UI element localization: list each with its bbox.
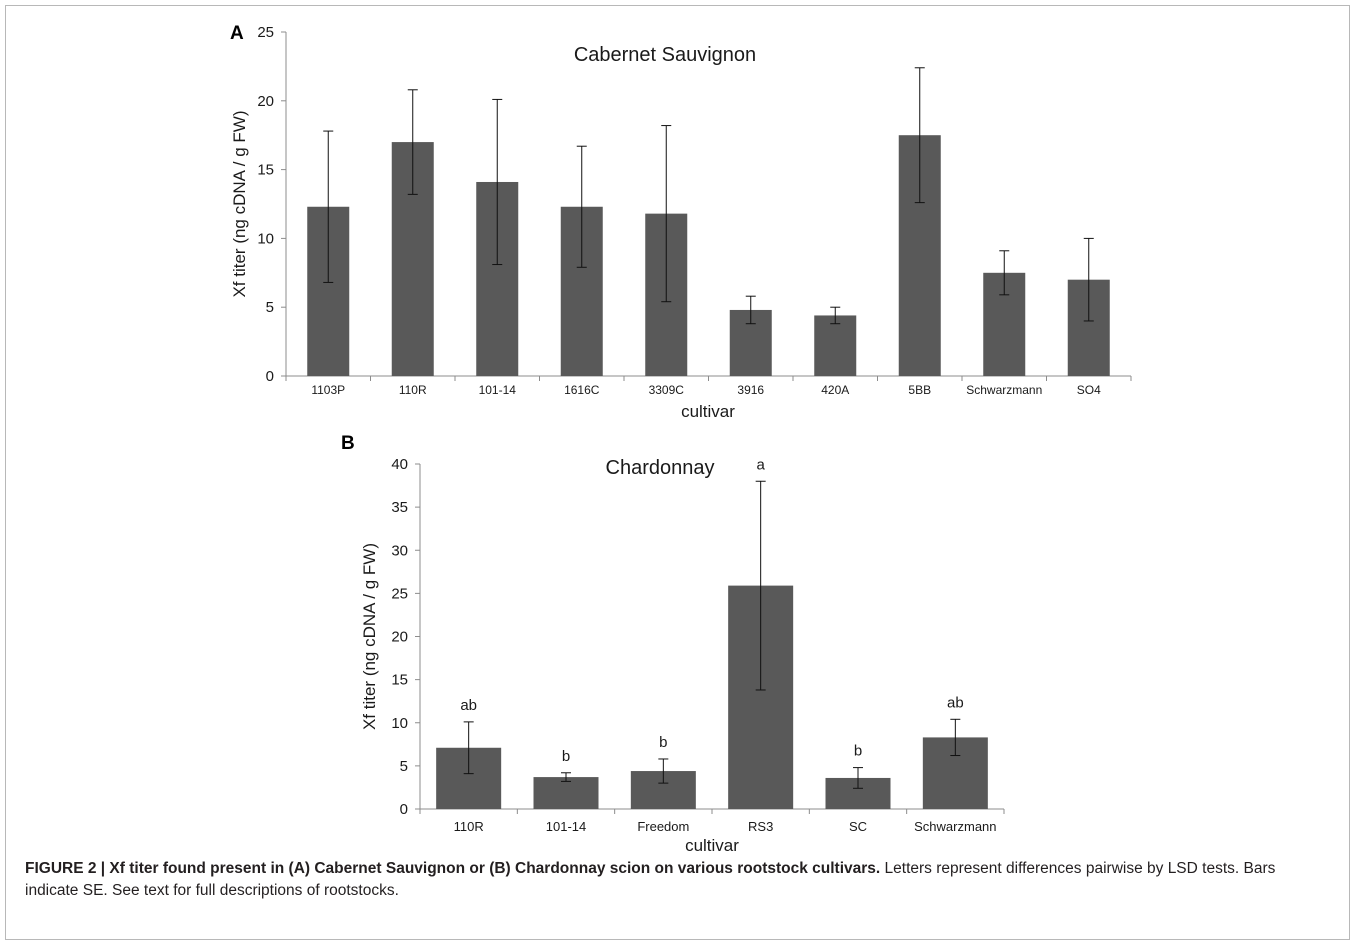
chart-b-y-tick-label: 25 (391, 585, 408, 602)
chart-a-y-tick-label: 20 (257, 93, 274, 110)
chart-b-x-axis-title: cultivar (685, 836, 739, 855)
chart-b-x-tick-label: Freedom (637, 819, 689, 834)
chart-b-y-tick-label: 30 (391, 542, 408, 559)
chart-a-y-tick-label: 10 (257, 230, 274, 247)
chart-b-y-axis-title: Xf titer (ng cDNA / g FW) (360, 543, 379, 730)
chart-a-title: Cabernet Sauvignon (574, 44, 756, 66)
chart-b-significance-letter: ab (947, 694, 964, 711)
chart-a-x-tick-label: 420A (821, 383, 849, 397)
chart-a-x-tick-label: 5BB (908, 383, 931, 397)
chart-b-significance-letter: b (659, 734, 667, 751)
chart-a-y-tick-label: 25 (257, 24, 274, 41)
chart-b-y-tick-label: 35 (391, 499, 408, 516)
caption-text: Letters represent differences pairwise b… (25, 860, 1276, 899)
chart-b-significance-letter: ab (460, 697, 477, 714)
chart-b-x-tick-label: SC (849, 819, 867, 834)
chart-b-x-tick-label: 110R (454, 819, 484, 834)
chart-a-panel-letter: A (230, 23, 244, 44)
chart-a-y-axis-title: Xf titer (ng cDNA / g FW) (230, 110, 249, 297)
chart-b-x-tick-label: 101-14 (546, 819, 586, 834)
chart-a-y-tick-label: 5 (266, 299, 274, 316)
chart-b-y-tick-label: 10 (391, 715, 408, 732)
chart-a-x-tick-label: 1616C (564, 383, 600, 397)
chart-a-x-tick-label: Schwarzmann (966, 383, 1042, 397)
chart-b-title: Chardonnay (606, 457, 715, 479)
chart-a-x-tick-label: 110R (399, 383, 427, 397)
chart-b-y-tick-label: 40 (391, 456, 408, 473)
chart-b-significance-letter: b (562, 748, 570, 765)
chart-b-x-tick-label: Schwarzmann (914, 819, 996, 834)
chart-a-y-tick-label: 0 (266, 368, 274, 385)
chart-a-x-tick-label: 101-14 (479, 383, 517, 397)
chart-a-x-tick-label: 3309C (649, 383, 685, 397)
caption-bold: FIGURE 2 | Xf titer found present in (A)… (25, 860, 881, 877)
chart-a-x-axis-title: cultivar (681, 402, 735, 421)
chart-b-y-tick-label: 5 (400, 758, 408, 775)
chart-a-x-tick-label: 3916 (737, 383, 764, 397)
chart-b-significance-letter: a (756, 456, 765, 473)
chart-b-y-tick-label: 0 (400, 801, 408, 818)
chart-a-x-tick-label: SO4 (1077, 383, 1101, 397)
chart-a-x-tick-label: 1103P (311, 383, 345, 397)
chart-b-panel-letter: B (341, 433, 355, 454)
chart-a-bar (814, 315, 857, 376)
chart-a-y-tick-label: 15 (257, 162, 274, 179)
chart-b-bar (533, 777, 599, 809)
chart-b-x-tick-label: RS3 (748, 819, 773, 834)
chart-b-y-tick-label: 15 (391, 672, 408, 689)
chart-b-y-tick-label: 20 (391, 629, 408, 646)
figure-caption: FIGURE 2 | Xf titer found present in (A)… (25, 858, 1325, 902)
chart-b-significance-letter: b (854, 743, 862, 760)
